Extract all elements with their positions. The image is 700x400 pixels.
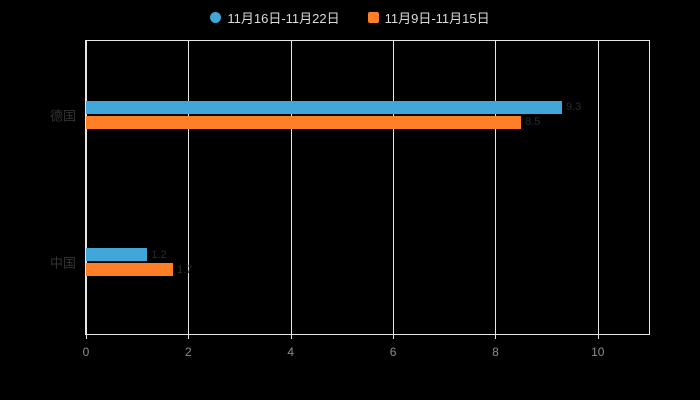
bar-value-label: 9.3: [565, 101, 582, 114]
axis-tick: [188, 334, 190, 339]
legend-marker-icon: [210, 11, 222, 23]
legend: 11月16日-11月22日 11月9日-11月15日: [0, 6, 700, 28]
bar-德国-series-1: [86, 115, 522, 129]
x-tick-label: 6: [389, 345, 397, 359]
axis-tick: [393, 334, 395, 339]
x-tick-label: 4: [287, 345, 295, 359]
legend-item-1[interactable]: 11月9日-11月15日: [367, 8, 490, 27]
x-tick-label: 10: [591, 345, 605, 359]
x-tick-label: 2: [185, 345, 192, 359]
axis-tick: [86, 334, 87, 339]
gridline: [290, 41, 292, 334]
bar-value-label: 8.5: [525, 116, 541, 129]
gridline: [495, 41, 497, 334]
legend-item-label: 11月9日-11月15日: [384, 10, 490, 26]
bar-中国-series-0: [86, 248, 148, 262]
legend-marker-icon: [367, 11, 379, 23]
bar-value-label: 1.7: [177, 263, 193, 276]
y-category-label: 德国: [49, 108, 76, 124]
gridline: [188, 41, 190, 334]
gridline: [393, 41, 395, 334]
y-category-label: 中国: [49, 255, 76, 271]
gridline: [86, 41, 87, 334]
bar-中国-series-1: [86, 263, 173, 277]
bar-value-label: 1.2: [151, 248, 167, 261]
gridline: [597, 41, 599, 334]
bar-德国-series-0: [86, 100, 562, 114]
legend-item-label: 11月16日-11月22日: [227, 10, 340, 26]
x-tick-label: 0: [82, 345, 90, 359]
plot-area: 0 2 4 6 8 10 德国 9.3 8.5 中国 1.2 1.7: [50, 40, 650, 359]
axis-tick: [495, 334, 497, 339]
axis-tick: [597, 334, 599, 339]
axis-tick: [290, 334, 292, 339]
legend-item-0[interactable]: 11月16日-11月22日: [210, 8, 340, 27]
x-tick-label: 8: [492, 345, 499, 359]
